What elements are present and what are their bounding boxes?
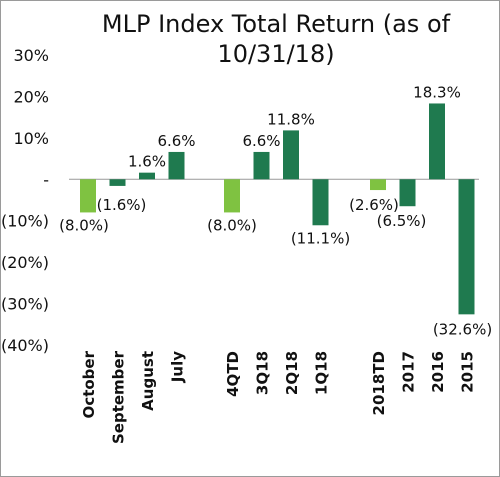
y-tick-label: (20%) <box>1 253 49 272</box>
bar <box>399 179 416 207</box>
bar <box>429 103 445 180</box>
y-tick-label: 20% <box>13 87 49 106</box>
x-tick-label: 2017 <box>400 351 418 393</box>
bar <box>253 151 270 180</box>
bar-value-label: (8.0%) <box>207 216 257 234</box>
bar-value-label: 18.3% <box>413 83 461 101</box>
y-tick-label: (30%) <box>1 295 49 314</box>
bar-value-label: (8.0%) <box>59 216 109 234</box>
bar <box>312 179 329 226</box>
x-tick-label: 2018TD <box>370 351 388 415</box>
bar <box>80 179 96 213</box>
bar-value-label: 11.8% <box>267 110 315 128</box>
x-tick-label: October <box>80 350 98 418</box>
bar <box>109 179 126 186</box>
x-tick-label: 2016 <box>429 351 447 393</box>
x-tick-label: August <box>139 351 157 411</box>
bar <box>370 179 386 191</box>
bar <box>458 179 475 315</box>
x-tick-label: 2Q18 <box>283 351 301 395</box>
bar <box>168 151 185 180</box>
x-tick-label: 1Q18 <box>313 351 331 395</box>
x-tick-label: September <box>110 350 128 444</box>
x-tick-label: July <box>169 351 187 383</box>
bar-value-label: (1.6%) <box>97 196 147 214</box>
y-tick-label: (40%) <box>1 336 49 355</box>
bar-value-label: 6.6% <box>242 132 280 150</box>
x-tick-label: 3Q18 <box>254 351 272 395</box>
x-tick-label: 4QTD <box>224 351 242 397</box>
y-tick-label: 10% <box>13 129 49 148</box>
chart-title: MLP Index Total Return (as of 10/31/18) <box>101 10 451 68</box>
y-tick-label: - <box>43 170 49 189</box>
bar-value-label: (2.6%) <box>349 196 399 214</box>
bar <box>224 179 240 213</box>
bar <box>139 172 155 180</box>
bar-value-label: 6.6% <box>157 132 195 150</box>
bar-value-label: 1.6% <box>128 153 166 171</box>
bar-value-label: (11.1%) <box>291 229 350 247</box>
y-tick-label: 30% <box>13 46 49 65</box>
x-tick-label: 2015 <box>459 351 477 393</box>
bar-value-label: (6.5%) <box>377 212 427 230</box>
bar-value-label: (32.6%) <box>433 320 492 338</box>
y-tick-label: (10%) <box>1 212 49 231</box>
bar <box>283 130 299 180</box>
